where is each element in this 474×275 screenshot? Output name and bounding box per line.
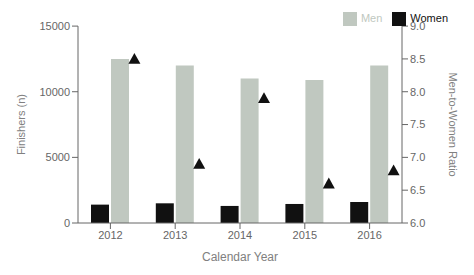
svg-text:6.0: 6.0 bbox=[410, 217, 425, 229]
svg-text:7.0: 7.0 bbox=[410, 151, 425, 163]
svg-text:2015: 2015 bbox=[293, 229, 317, 241]
svg-text:8.0: 8.0 bbox=[410, 86, 425, 98]
svg-text:5000: 5000 bbox=[46, 151, 70, 163]
svg-text:Men-to-Women Ratio: Men-to-Women Ratio bbox=[447, 72, 459, 176]
svg-text:15000: 15000 bbox=[39, 20, 70, 32]
svg-text:2012: 2012 bbox=[98, 229, 122, 241]
svg-text:10000: 10000 bbox=[39, 86, 70, 98]
svg-text:2013: 2013 bbox=[163, 229, 187, 241]
svg-text:Finishers (n): Finishers (n) bbox=[15, 94, 27, 155]
svg-text:9.0: 9.0 bbox=[410, 20, 425, 32]
svg-text:8.5: 8.5 bbox=[410, 53, 425, 65]
svg-text:7.5: 7.5 bbox=[410, 118, 425, 130]
svg-text:6.5: 6.5 bbox=[410, 184, 425, 196]
svg-text:Calendar Year: Calendar Year bbox=[202, 250, 278, 264]
svg-text:2014: 2014 bbox=[228, 229, 252, 241]
svg-text:2016: 2016 bbox=[357, 229, 381, 241]
svg-text:0: 0 bbox=[64, 217, 70, 229]
